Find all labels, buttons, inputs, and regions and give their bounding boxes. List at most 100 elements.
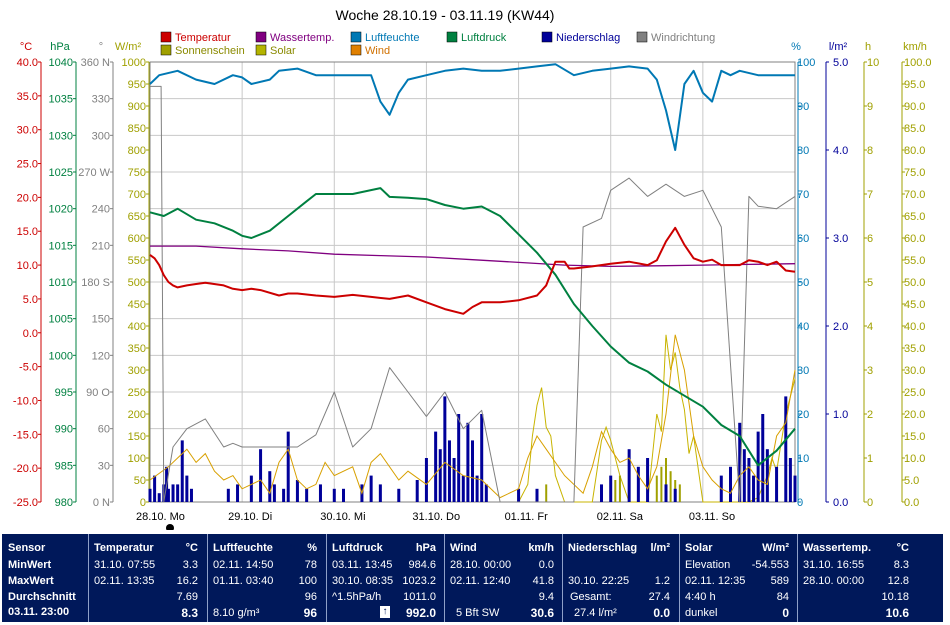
- water-temperature-current: 10.6: [885, 606, 909, 620]
- rain-bar: [226, 488, 230, 502]
- solar-max: 589: [770, 575, 789, 587]
- max-label: MaxWert: [8, 575, 54, 587]
- min-label: MinWert: [8, 559, 52, 571]
- temp-tick-label: -20.0: [13, 463, 38, 475]
- hum-unit-label: %: [791, 41, 801, 53]
- water-temperature-column: Wassertemp. °C 31.10. 16:55 8.3 28.10. 0…: [803, 534, 913, 622]
- legend-swatch: [350, 31, 362, 43]
- water-temperature-unit: °C: [896, 542, 909, 554]
- rain-bar: [180, 440, 184, 502]
- legend-label: Niederschlag: [556, 32, 620, 44]
- x-tick-label: 02.11. Sa: [597, 511, 644, 523]
- rain-max-time: 30.10. 22:25: [568, 575, 630, 587]
- temperatur-line: [149, 226, 796, 315]
- water-temperature-max-time: 28.10. 00:00: [803, 575, 865, 587]
- daylight-state: dunkel: [685, 607, 718, 619]
- windrichtung-line: [150, 85, 796, 503]
- sun-tick-label: 7: [867, 189, 873, 201]
- humidity-min: 78: [304, 559, 317, 571]
- rain-bar: [452, 458, 456, 502]
- legend-label: Temperatur: [175, 32, 231, 44]
- legend-swatch: [636, 31, 648, 43]
- rain-bar: [295, 480, 299, 502]
- sunshine-bar: [660, 466, 663, 502]
- rain-bar: [236, 484, 240, 502]
- solar-tick-label: 750: [128, 167, 146, 179]
- solar-tick-label: 150: [128, 431, 146, 443]
- hum-tick-label: 50: [797, 277, 809, 289]
- rain-bar: [793, 475, 797, 502]
- wind-tick-label: 75.0: [904, 167, 925, 179]
- pressure-min-time: 03.11. 13:45: [332, 559, 393, 571]
- sensor-column: Sensor MinWert MaxWert Durchschnitt 03.1…: [8, 534, 86, 622]
- press-tick-label: 1010: [49, 277, 73, 289]
- water-temperature-min: 8.3: [893, 559, 909, 571]
- temperature-current: 8.3: [181, 606, 198, 620]
- press-tick-label: 1000: [49, 350, 73, 362]
- pressure-current: 992.0: [405, 606, 436, 620]
- rain-bar: [457, 414, 461, 502]
- rain-bar: [318, 484, 322, 502]
- solar-header: Solar: [685, 542, 713, 554]
- rain-bar: [609, 475, 613, 502]
- solar-tick-label: 100: [128, 453, 146, 465]
- pressure-header: Luftdruck: [332, 542, 383, 554]
- rain-header: Niederschlag: [568, 542, 638, 554]
- rain-tick-label: 1.0: [833, 409, 848, 421]
- solar-tick-label: 500: [128, 277, 146, 289]
- chart-marks: [148, 63, 797, 503]
- sunshine-bar: [665, 458, 667, 502]
- temp-tick-label: -5.0: [19, 362, 38, 374]
- solar-max-time: 02.11. 12:35: [685, 575, 746, 587]
- dir-tick-label: 90 O: [86, 387, 110, 399]
- wind-max-time: 02.11. 12:40: [450, 575, 511, 587]
- solar-tick-label: 350: [128, 343, 146, 355]
- x-tick-label: 30.10. Mi: [320, 511, 365, 523]
- rain-total-label: Gesamt:: [570, 591, 612, 603]
- rain-bar: [447, 440, 451, 502]
- legend-swatch: [160, 31, 172, 43]
- dir-tick-label: 240: [92, 204, 110, 216]
- x-tick-label: 28.10. Mo: [136, 511, 185, 523]
- rain-bar: [475, 475, 479, 502]
- temperature-max-time: 02.11. 13:35: [94, 575, 155, 587]
- sunshine-bar: [669, 471, 672, 502]
- sun-tick-label: 2: [867, 409, 873, 421]
- solar-tick-label: 600: [128, 233, 146, 245]
- press-tick-label: 1020: [49, 204, 73, 216]
- wind-tick-label: 55.0: [904, 255, 925, 267]
- wind-min: 0.0: [538, 559, 554, 571]
- solar-avg: 84: [776, 591, 789, 603]
- rain-bar: [166, 488, 170, 502]
- solar-unit: W/m²: [762, 542, 789, 554]
- temp-tick-label: 25.0: [17, 159, 38, 171]
- hum-tick-label: 10: [797, 453, 809, 465]
- dir-unit-label: °: [99, 41, 103, 53]
- wind-tick-label: 95.0: [904, 79, 925, 91]
- solar-tick-label: 800: [128, 145, 146, 157]
- sunshine-bar: [545, 484, 548, 502]
- legend-label: Solar: [270, 45, 296, 57]
- rain-max: 1.2: [654, 575, 670, 587]
- pressure-avg: 1011.0: [403, 591, 436, 603]
- hum-tick-label: 40: [797, 321, 809, 333]
- rain-bar: [438, 449, 442, 502]
- hum-tick-label: 80: [797, 145, 809, 157]
- rain-bar: [765, 449, 769, 502]
- rain-bar: [738, 422, 742, 502]
- wind-tick-label: 25.0: [904, 387, 925, 399]
- press-tick-label: 985: [55, 460, 73, 472]
- rain-bar: [752, 475, 756, 502]
- wind-unit-label: km/h: [903, 41, 927, 53]
- humidity-header: Luftfeuchte: [213, 542, 273, 554]
- sun-tick-label: 5: [867, 277, 873, 289]
- press-tick-label: 1015: [49, 240, 73, 252]
- rain-bar: [480, 414, 484, 502]
- wind-tick-label: 90.0: [904, 101, 925, 113]
- solar-line: [518, 334, 796, 503]
- rain-bar: [249, 475, 253, 502]
- humidity-column: Luftfeuchte % 02.11. 14:50 78 01.11. 03:…: [213, 534, 321, 622]
- sunshine-bar: [655, 475, 658, 502]
- rain-total: 27.4: [648, 591, 670, 603]
- rain-bar: [729, 466, 732, 502]
